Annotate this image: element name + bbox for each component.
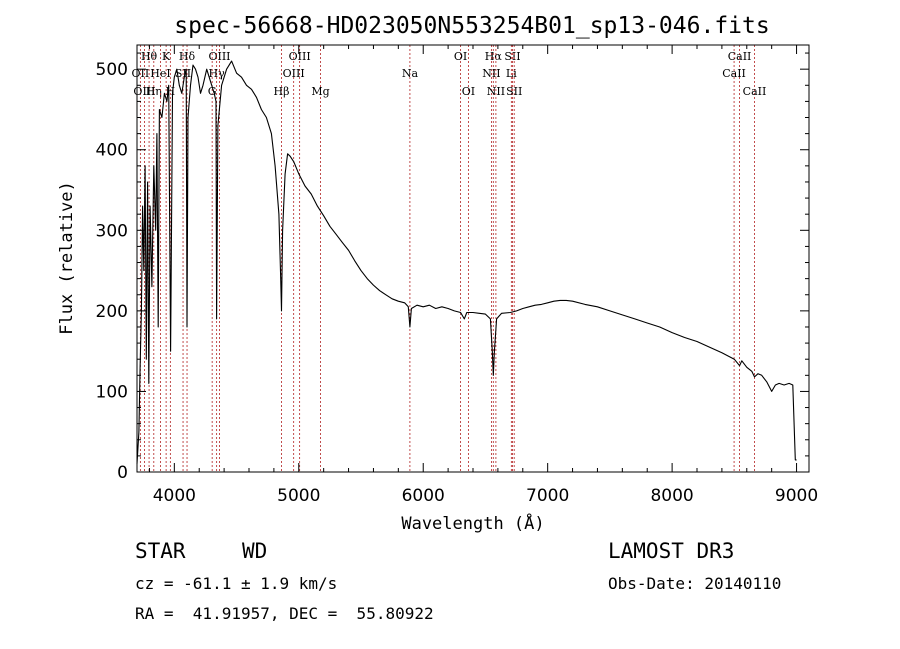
line-label-9: OIII <box>208 50 230 63</box>
coordinates: RA = 41.91957, DEC = 55.80922 <box>135 604 434 623</box>
x-tick-label-9000: 9000 <box>775 486 818 506</box>
y-tick-label-100: 100 <box>96 382 128 402</box>
y-tick-label-400: 400 <box>96 141 128 161</box>
x-tick-label-6000: 6000 <box>402 486 445 506</box>
line-label-13: OIII <box>283 67 305 80</box>
line-label-14: Hβ <box>274 85 290 98</box>
chart-title: spec-56668-HD023050N553254B01_sp13-046.f… <box>174 13 769 39</box>
line-label-12: OIII <box>289 50 311 63</box>
object-subclass: WD <box>242 539 268 563</box>
line-label-8: Hδ <box>179 50 196 63</box>
y-tick-label-200: 200 <box>96 302 128 322</box>
line-label-24: SII <box>506 85 522 98</box>
x-tick-label-8000: 8000 <box>650 486 693 506</box>
line-label-18: OI <box>462 85 475 98</box>
line-label-10: Hγ <box>209 67 226 80</box>
line-label-15: Mg <box>311 85 329 98</box>
line-label-16: Na <box>402 67 419 80</box>
x-tick-label-4000: 4000 <box>153 486 196 506</box>
line-label-5: HeI <box>150 67 170 80</box>
line-label-7: H <box>166 85 176 98</box>
y-tick-label-500: 500 <box>96 60 128 80</box>
object-class: STAR <box>135 539 186 563</box>
line-label-27: CaII <box>743 85 767 98</box>
x-tick-label-7000: 7000 <box>526 486 569 506</box>
spectrum-curve-layer <box>136 60 797 464</box>
plot-frame <box>136 44 810 473</box>
x-axis-label: Wavelength (Å) <box>401 512 544 534</box>
y-tick-label-300: 300 <box>96 221 128 241</box>
line-label-19: Hα <box>485 50 503 63</box>
redshift-velocity: cz = -61.1 ± 1.9 km/s <box>135 574 338 593</box>
observation-date: Obs-Date: 20140110 <box>608 574 782 593</box>
line-label-4: K <box>162 50 171 63</box>
spectrum-line <box>136 60 797 464</box>
line-label-22: Li <box>506 67 517 80</box>
line-label-23: NII <box>487 85 505 98</box>
axis-ticks: 4000 5000 6000 7000 8000 9000 0 100 200 300 400 500 <box>96 45 818 506</box>
line-label-11: G <box>208 85 217 98</box>
line-label-20: SII <box>504 50 520 63</box>
x-tick-label-5000: 5000 <box>277 486 320 506</box>
line-label-25: CaII <box>728 50 752 63</box>
line-label-21: NII <box>482 67 500 80</box>
line-label-2: OIII <box>133 85 155 98</box>
line-label-26: CaII <box>722 67 746 80</box>
line-label-0: Hθ <box>141 50 158 63</box>
y-tick-label-0: 0 <box>117 463 128 483</box>
y-axis-label: Flux (relative) <box>57 181 77 335</box>
line-label-17: OI <box>454 50 467 63</box>
survey-name: LAMOST DR3 <box>608 539 735 563</box>
line-label-3: Hη <box>146 85 162 98</box>
